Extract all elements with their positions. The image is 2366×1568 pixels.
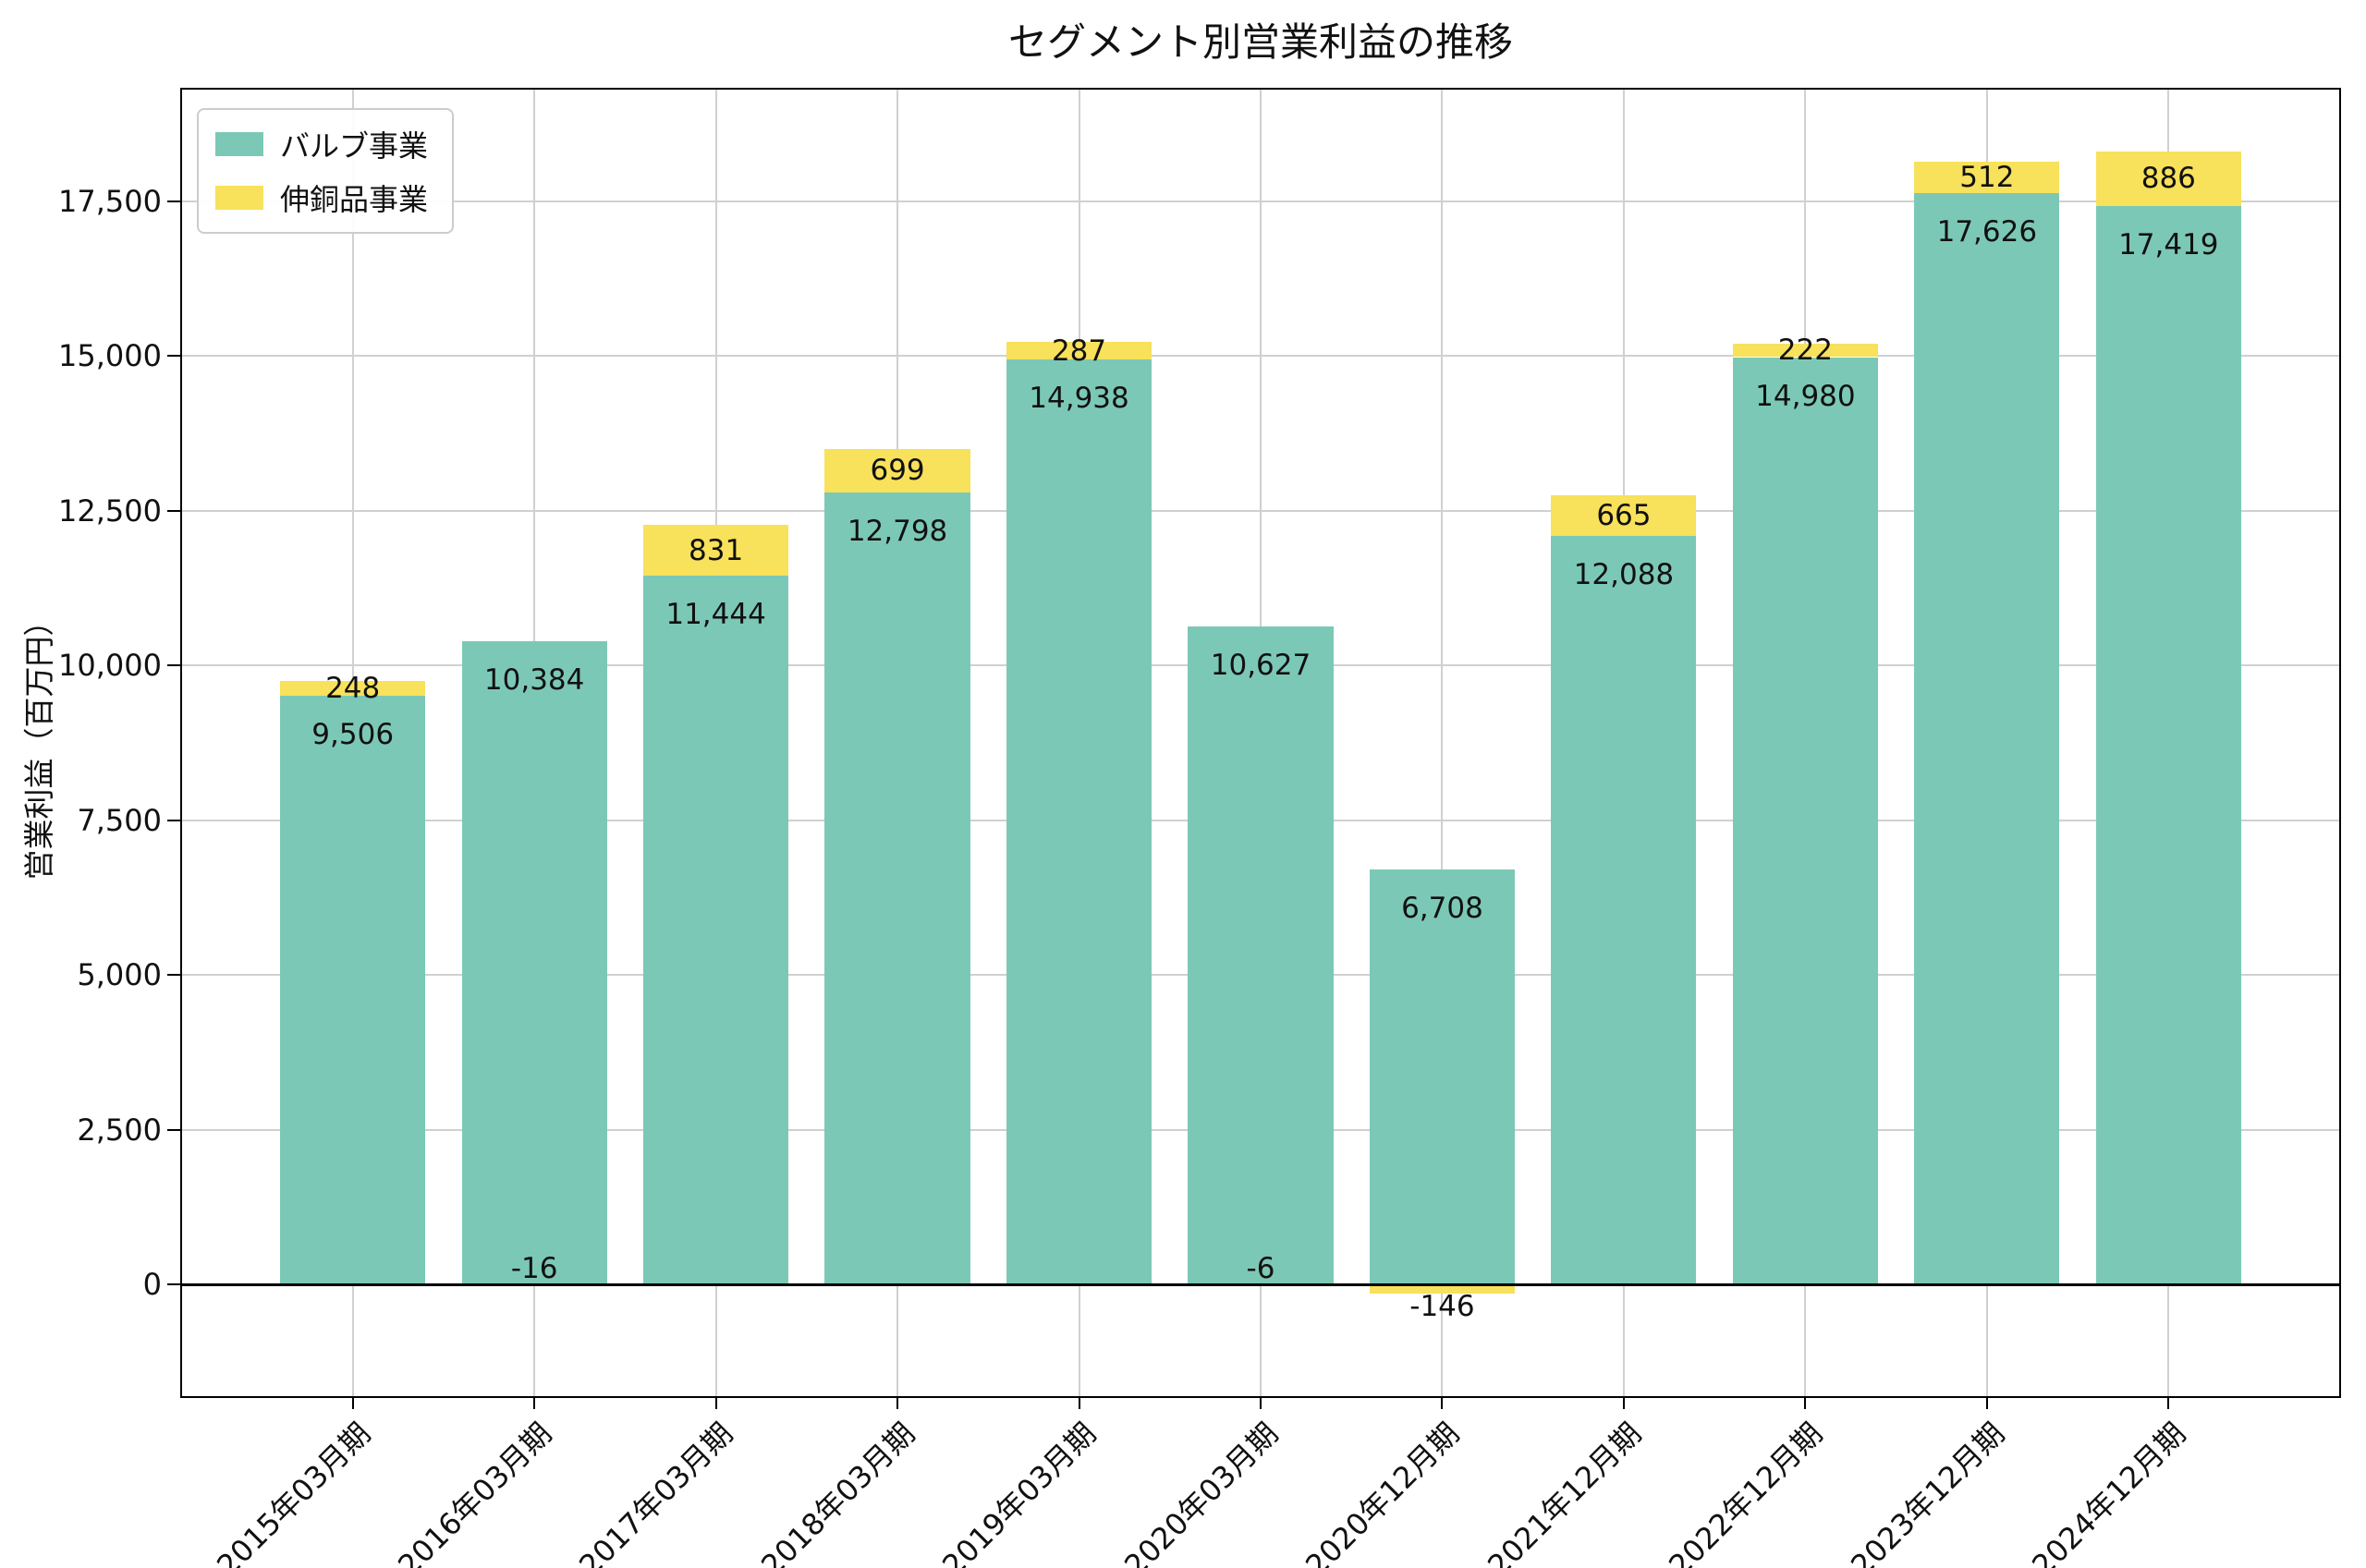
x-tick-mark — [533, 1396, 536, 1409]
legend-swatch-copper — [215, 186, 263, 210]
x-tick-label: 2017年03月期 — [572, 1416, 740, 1568]
x-tick-mark — [1804, 1396, 1807, 1409]
x-tick-label: 2019年03月期 — [935, 1416, 1104, 1568]
bar-value-label: 17,626 — [1936, 215, 2038, 249]
bar-value-label: 17,419 — [2118, 228, 2219, 262]
bar-valve — [1732, 357, 1878, 1285]
y-tick-mark — [167, 200, 180, 202]
x-tick-label: 2021年12月期 — [1480, 1416, 1649, 1568]
bar-copper — [1006, 342, 1153, 360]
x-tick-mark — [1622, 1396, 1625, 1409]
plot-area: バルブ事業 伸銅品事業 9,506 248 10,384 -16 11,444 831 12… — [58, 88, 2341, 1568]
chart-title: セグメント別営業利益の推移 — [1007, 19, 1513, 65]
y-tick-mark — [167, 664, 180, 667]
bar-value-label: 12,798 — [847, 514, 948, 548]
bar-value-label: -6 — [1246, 1252, 1275, 1286]
x-tick-mark — [1985, 1396, 1988, 1409]
bar-valve — [280, 696, 426, 1285]
x-tick-mark — [896, 1396, 899, 1409]
bar-value-label: 699 — [870, 454, 925, 488]
legend-label-copper: 伸銅品事業 — [280, 182, 429, 217]
bar-value-label: 665 — [1596, 499, 1652, 533]
bar-copper — [280, 680, 426, 697]
bar-value-label: 12,088 — [1573, 558, 1675, 592]
x-tick-label: 2020年12月期 — [1299, 1416, 1467, 1568]
bar-valve — [643, 576, 789, 1285]
x-tick-label: 2018年03月期 — [754, 1416, 922, 1568]
bar-value-label: 10,627 — [1210, 649, 1311, 683]
legend-item-copper: 伸銅品事業 — [215, 176, 428, 219]
bar-value-label: 10,384 — [483, 663, 585, 698]
bar-value-label: 222 — [1777, 334, 1833, 368]
x-tick-label: 2024年12月期 — [2025, 1416, 2193, 1568]
bar-value-label: 11,444 — [665, 598, 766, 632]
legend: バルブ事業 伸銅品事業 — [197, 108, 455, 234]
bar-valve — [2095, 206, 2241, 1285]
y-tick-label: 12,500 — [58, 492, 162, 529]
bar-value-label: 831 — [689, 533, 744, 567]
x-tick-label: 2015年03月期 — [209, 1416, 377, 1568]
y-tick-label: 5,000 — [77, 957, 162, 993]
y-tick-mark — [167, 1283, 180, 1286]
bar-value-label: 512 — [1959, 161, 2015, 195]
bar-value-label: 9,506 — [311, 718, 395, 752]
y-tick-label: 7,500 — [77, 802, 162, 838]
bar-value-label: -146 — [1409, 1290, 1475, 1324]
bar-valve — [1369, 869, 1516, 1285]
bar-valve — [824, 492, 970, 1285]
y-tick-label: 0 — [142, 1267, 162, 1303]
y-tick-label: 17,500 — [58, 183, 162, 219]
bar-value-label: -16 — [510, 1252, 558, 1286]
bar-valve — [1551, 536, 1697, 1285]
y-tick-label: 15,000 — [58, 338, 162, 374]
bar-value-label: 14,938 — [1029, 382, 1129, 416]
x-tick-mark — [1260, 1396, 1262, 1409]
bar-valve — [1006, 359, 1153, 1285]
y-tick-label: 2,500 — [77, 1112, 162, 1148]
bar-value-label: 287 — [1051, 334, 1107, 368]
bar-valve — [461, 641, 607, 1285]
x-tick-label: 2016年03月期 — [391, 1416, 559, 1568]
y-tick-mark — [167, 974, 180, 977]
bar-value-label: 14,980 — [1755, 379, 1856, 413]
bar-copper — [1732, 343, 1878, 358]
y-tick-mark — [167, 509, 180, 512]
x-tick-label: 2020年03月期 — [1117, 1416, 1286, 1568]
x-tick-mark — [1441, 1396, 1444, 1409]
bar-value-label: 248 — [325, 672, 381, 706]
y-tick-label: 10,000 — [58, 648, 162, 684]
bar-copper — [1914, 161, 2060, 194]
x-tick-label: 2023年12月期 — [1843, 1416, 2012, 1568]
bar-valve — [1188, 626, 1334, 1285]
y-tick-mark — [167, 819, 180, 821]
x-tick-mark — [714, 1396, 717, 1409]
x-tick-mark — [351, 1396, 354, 1409]
y-tick-mark — [167, 355, 180, 358]
bar-copper — [2095, 151, 2241, 207]
x-tick-label: 2022年12月期 — [1662, 1416, 1830, 1568]
bar-value-label: 886 — [2140, 162, 2196, 196]
legend-swatch-valve — [215, 132, 263, 156]
bar-valve — [1914, 193, 2060, 1285]
zero-line — [182, 1282, 2339, 1286]
x-tick-mark — [2167, 1396, 2170, 1409]
legend-item-valve: バルブ事業 — [215, 123, 428, 165]
bar-value-label: 6,708 — [1401, 891, 1483, 925]
bar-copper — [824, 448, 970, 492]
x-tick-mark — [1078, 1396, 1080, 1409]
bar-copper — [1369, 1284, 1516, 1295]
x-gridline — [1441, 90, 1444, 1396]
bar-copper — [643, 524, 789, 577]
legend-label-valve: バルブ事業 — [280, 128, 429, 164]
y-axis-label: 営業利益（百万円） — [21, 605, 57, 881]
bar-copper — [1551, 494, 1697, 537]
y-tick-mark — [167, 1128, 180, 1131]
